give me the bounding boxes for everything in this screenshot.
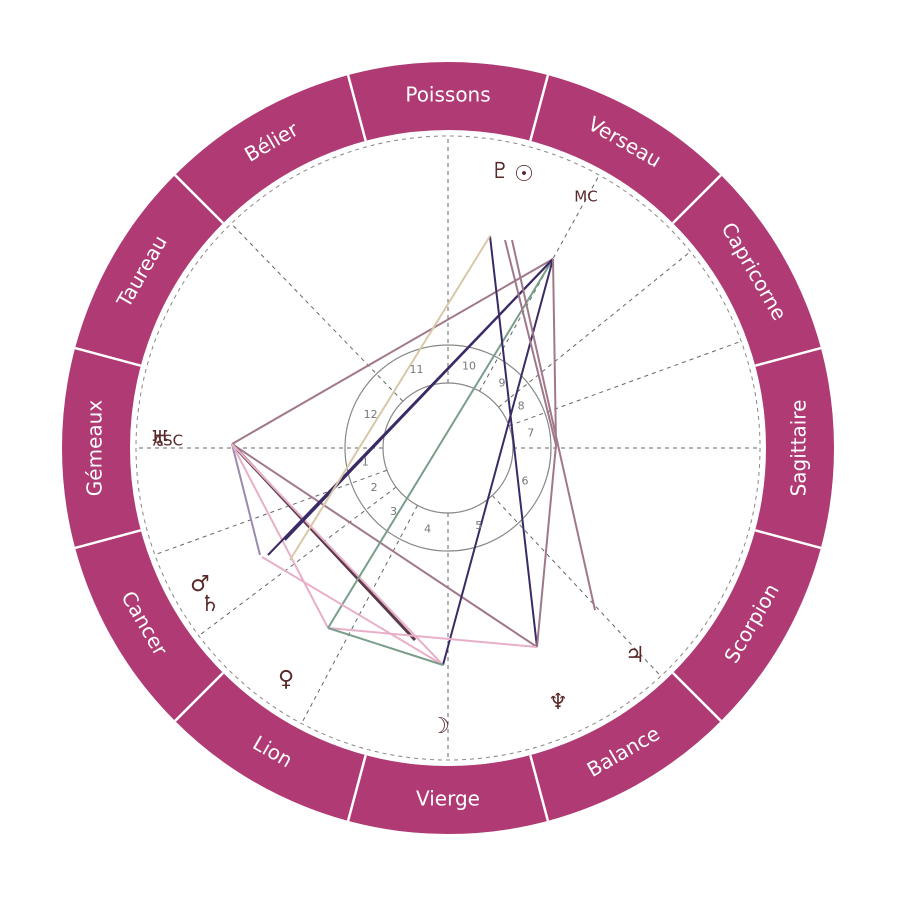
aspect-line [231,443,261,556]
sign-divider [346,754,367,822]
planet-glyph: ☽ [430,714,450,739]
house-cusp [491,495,662,677]
aspect-line [489,235,538,648]
sign-divider [671,174,722,225]
house-number: 9 [498,377,505,390]
aspect-line [231,443,329,629]
aspect-line [536,444,557,648]
house-cusps [136,136,760,760]
planet-glyph: ♀ [278,667,294,692]
aspect-line [552,258,557,446]
house-cusp [230,223,404,402]
sign-label: Gémeaux [83,400,107,497]
house-ring-outer [344,344,552,552]
house-number: 3 [390,505,397,518]
dashed-circle [135,135,761,761]
planet-glyph: ♅ [150,427,170,452]
planet-glyph: ♆ [548,690,568,715]
ring-background [62,62,834,834]
sign-divider [174,174,225,225]
house-number: 8 [518,400,525,413]
sign-divider [174,671,225,722]
sign-divider [754,346,822,367]
sign-divider [671,671,722,722]
house-number: 2 [371,481,378,494]
aspect-line [442,258,554,666]
aspect-line [511,239,596,611]
house-number: 7 [527,426,534,439]
asc-label: ASC [153,432,183,450]
aspect-line [231,443,538,648]
aspect-lines [230,235,596,666]
planet-glyph: ♇ [490,159,510,184]
house-ring-inner [382,382,514,514]
sign-divider [754,529,822,550]
aspect-line [504,239,557,446]
house-number: 4 [424,523,431,536]
house-number: 6 [522,474,529,487]
sign-divider [74,346,142,367]
aspect-line [327,258,554,629]
sign-divider [529,754,550,822]
planet-glyph: ♂ [190,572,210,597]
sign-divider [529,74,550,142]
house-cusp [198,486,397,637]
aspect-line [261,556,444,666]
house-number: 5 [475,519,482,532]
sign-divider [74,529,142,550]
aspect-line [289,235,491,561]
sign-label: Sagittaire [787,400,811,497]
house-number: 1 [362,456,369,469]
aspect-line [231,258,554,445]
house-cusp [154,469,388,556]
zodiac-ring: PoissonsBélierTaureauGémeauxCancerLionVi… [62,62,834,834]
sign-label: Vierge [416,787,480,811]
planet-glyph: ♄ [200,592,220,617]
sign-divider [346,74,367,142]
aspect-line [327,627,444,666]
aspect-line [284,258,554,541]
aspect-line [231,443,444,666]
mc-label: MC [574,188,597,206]
aspect-line [327,627,538,648]
house-cusp [498,251,691,408]
house-number: 10 [462,360,476,373]
house-number: 12 [364,408,378,421]
planet-glyph: ♃ [625,643,645,668]
planet-glyph: ☉ [514,162,534,187]
house-number: 11 [410,363,424,376]
sign-label: Poissons [405,83,490,107]
